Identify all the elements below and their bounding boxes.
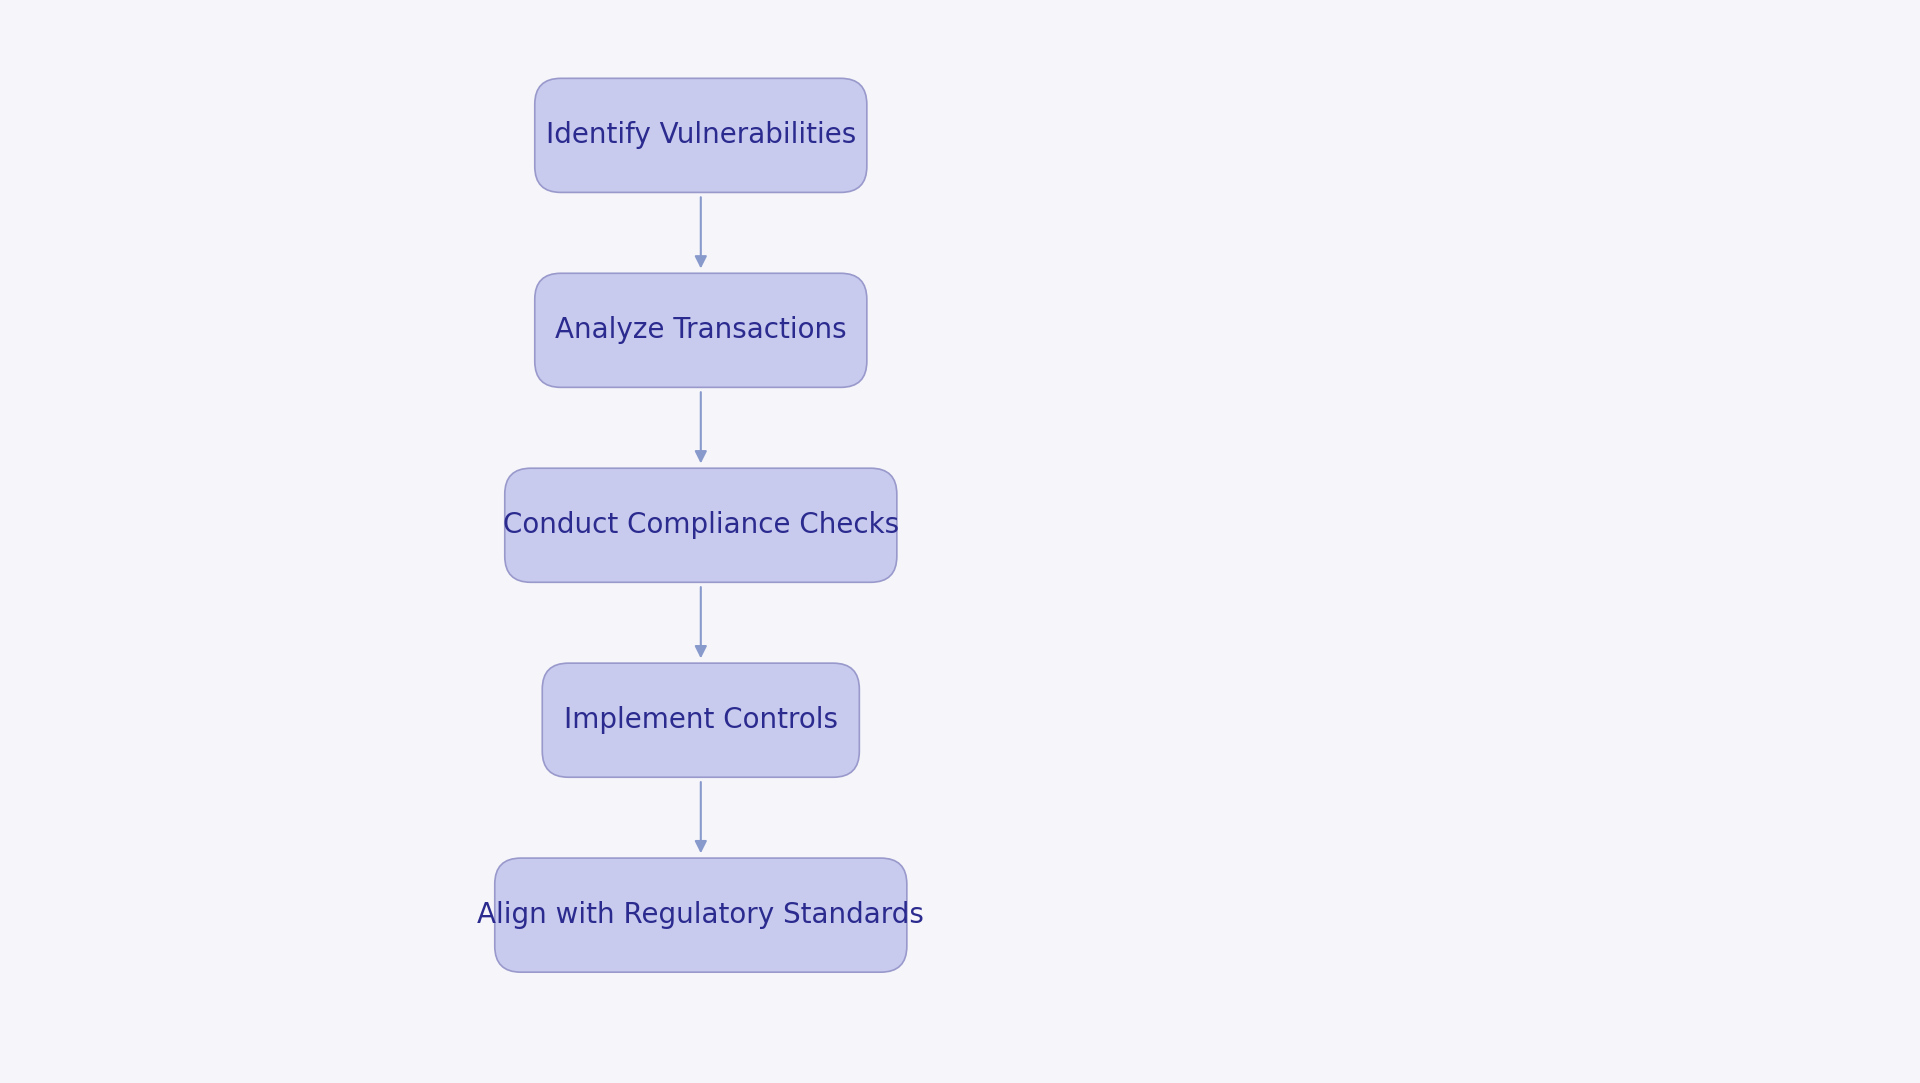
Text: Analyze Transactions: Analyze Transactions xyxy=(555,316,847,344)
FancyBboxPatch shape xyxy=(536,273,866,388)
FancyBboxPatch shape xyxy=(505,468,897,583)
FancyBboxPatch shape xyxy=(541,663,860,778)
Text: Conduct Compliance Checks: Conduct Compliance Checks xyxy=(503,511,899,539)
Text: Implement Controls: Implement Controls xyxy=(564,706,837,734)
FancyBboxPatch shape xyxy=(495,858,906,973)
Text: Identify Vulnerabilities: Identify Vulnerabilities xyxy=(545,121,856,149)
Text: Align with Regulatory Standards: Align with Regulatory Standards xyxy=(478,901,924,929)
FancyBboxPatch shape xyxy=(536,78,866,193)
